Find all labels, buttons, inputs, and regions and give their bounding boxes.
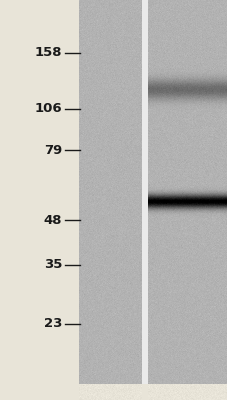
Text: 79: 79 bbox=[44, 144, 62, 157]
Text: 106: 106 bbox=[35, 102, 62, 116]
Text: 158: 158 bbox=[35, 46, 62, 59]
Text: 35: 35 bbox=[44, 258, 62, 271]
Text: 48: 48 bbox=[44, 214, 62, 227]
Text: 23: 23 bbox=[44, 317, 62, 330]
Bar bbox=[0, 0, 79, 384]
